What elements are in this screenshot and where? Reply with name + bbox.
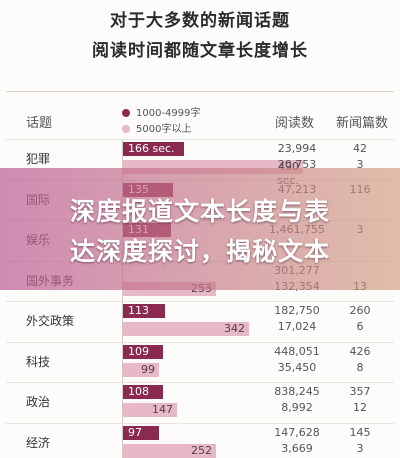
legend-short: 1000-4999字 [122, 104, 201, 119]
row-topic: 经济 [26, 436, 51, 450]
bar-short-label: 113 [128, 304, 149, 317]
reads-value: 20,753 [277, 158, 317, 171]
articles-value: 3 [356, 442, 364, 455]
legend-long: 5000字以上 [122, 120, 191, 135]
reads-value: 838,245 [274, 385, 320, 398]
bar-short [123, 345, 163, 359]
bar-long-label: 147 [152, 403, 173, 416]
bar-long-label: 252 [191, 444, 212, 457]
reads-value: 23,994 [277, 142, 317, 155]
legend-short-swatch [122, 109, 130, 117]
bar-long [123, 403, 177, 417]
articles-value: 426 [349, 345, 371, 358]
reads-value: 35,450 [277, 361, 317, 374]
row-divider [6, 139, 394, 140]
legend-short-label: 1000-4999字 [136, 108, 201, 119]
header-topic: 话题 [26, 116, 53, 131]
bar-short-label: 97 [128, 426, 142, 439]
axis-line [122, 140, 123, 458]
chart-subtitle: 阅读时间都随文章长度增长 [92, 41, 308, 61]
bar-short-label: 109 [128, 345, 149, 358]
articles-value: 3 [356, 158, 364, 171]
legend-long-label: 5000字以上 [136, 124, 192, 135]
overlay-banner [0, 168, 400, 290]
bar-short [123, 304, 165, 318]
reads-value: 448,051 [274, 345, 320, 358]
legend-long-swatch [122, 125, 130, 133]
articles-value: 260 [349, 304, 371, 317]
reads-value: 17,024 [277, 320, 317, 333]
articles-value: 8 [356, 361, 364, 374]
banner-line2: 达深度探讨，揭秘文本 [69, 237, 330, 266]
bar-short [123, 142, 184, 156]
articles-value: 42 [353, 142, 367, 155]
row-divider [6, 382, 394, 383]
row-divider [6, 423, 394, 424]
bar-short [123, 385, 163, 399]
bar-long-label: 342 [224, 322, 245, 335]
bar-short-label: 166 sec. [128, 142, 175, 155]
bar-long [123, 444, 216, 458]
bar-long-label: 99 [141, 363, 155, 376]
header-reads: 阅读数 [275, 116, 315, 131]
reads-value: 182,750 [274, 304, 320, 317]
bar-short [123, 426, 159, 440]
row-divider [6, 301, 394, 302]
articles-value: 145 [349, 426, 371, 439]
articles-value: 6 [356, 320, 364, 333]
bar-long [123, 322, 249, 336]
reads-value: 3,669 [281, 442, 313, 455]
title-divider [6, 91, 394, 92]
header-articles: 新闻篇数 [336, 116, 389, 131]
banner-line1: 深度报道文本长度与表 [69, 197, 330, 226]
reads-value: 8,992 [281, 401, 313, 414]
row-topic: 外交政策 [26, 314, 75, 328]
bar-short-label: 108 [128, 385, 149, 398]
bar-long [123, 363, 159, 377]
row-divider [6, 342, 394, 343]
reads-value: 147,628 [274, 426, 320, 439]
chart-title: 对于大多数的新闻话题 [110, 11, 290, 31]
articles-value: 357 [349, 385, 371, 398]
row-topic: 政治 [26, 395, 51, 409]
articles-value: 12 [353, 401, 367, 414]
row-topic: 犯罪 [26, 152, 51, 166]
row-topic: 科技 [26, 355, 51, 369]
